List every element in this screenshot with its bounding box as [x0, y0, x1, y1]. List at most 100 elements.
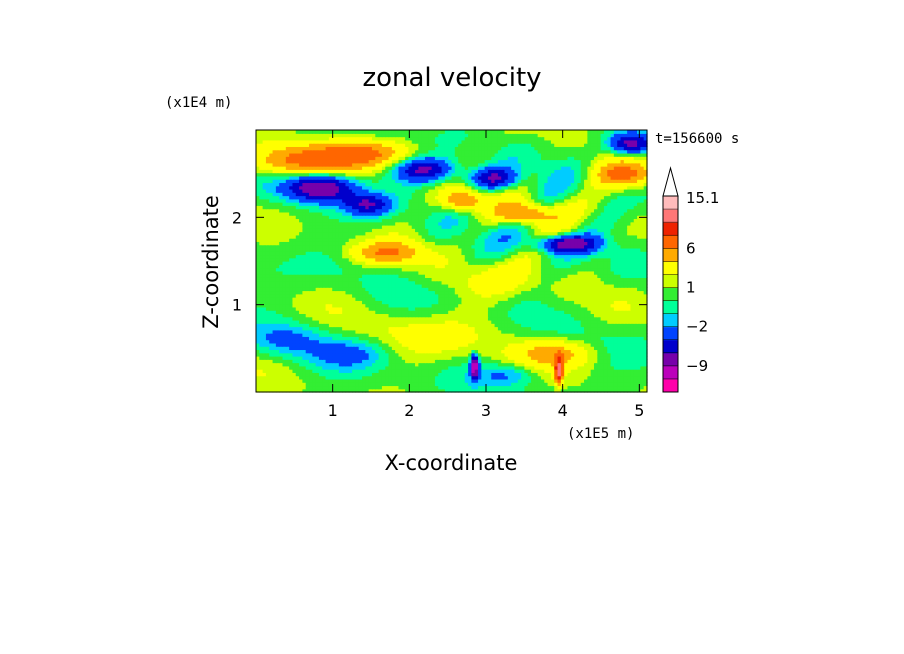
field-cell: [517, 355, 522, 360]
field-cell: [544, 283, 549, 288]
field-cell: [554, 375, 559, 380]
field-cell: [434, 365, 439, 370]
field-cell: [534, 359, 539, 364]
field-cell: [448, 319, 453, 324]
field-cell: [418, 319, 423, 324]
field-cell: [531, 359, 535, 364]
field-cell: [458, 323, 463, 328]
field-cell: [378, 339, 383, 344]
field-cell: [570, 346, 575, 351]
field-cell: [537, 300, 542, 305]
field-cell: [550, 274, 555, 278]
field-cell: [415, 378, 419, 383]
field-cell: [305, 385, 310, 390]
field-cell: [448, 280, 453, 285]
field-cell: [521, 346, 525, 351]
field-cell: [504, 349, 509, 354]
field-cell: [438, 385, 443, 390]
field-cell: [348, 352, 353, 357]
field-cell: [352, 277, 356, 282]
field-cell: [630, 313, 635, 318]
field-cell: [527, 261, 532, 265]
field-cell: [295, 342, 300, 347]
field-cell: [617, 365, 622, 370]
field-cell: [474, 378, 479, 383]
field-cell: [574, 261, 579, 265]
field-cell: [441, 316, 446, 321]
field-cell: [544, 274, 549, 278]
field-cell: [365, 313, 370, 318]
field-cell: [405, 270, 410, 275]
field-cell: [318, 336, 323, 341]
field-cell: [375, 323, 380, 328]
field-cell: [587, 388, 592, 393]
field-cell: [497, 277, 502, 282]
field-cell: [487, 388, 492, 393]
field-cell: [441, 303, 446, 308]
field-cell: [444, 369, 449, 373]
field-cell: [358, 270, 363, 275]
field-cell: [534, 277, 539, 282]
field-cell: [405, 261, 410, 265]
field-cell: [438, 280, 443, 285]
field-cell: [461, 359, 466, 364]
field-cell: [415, 336, 419, 341]
field-cell: [391, 365, 396, 370]
field-cell: [544, 333, 549, 337]
field-cell: [544, 349, 549, 354]
field-cell: [497, 306, 502, 311]
field-cell: [428, 385, 433, 390]
field-cell: [607, 300, 612, 305]
field-cell: [434, 359, 439, 364]
field-cell: [312, 385, 317, 390]
field-cell: [352, 326, 356, 331]
field-cell: [421, 385, 426, 390]
field-cell: [411, 369, 416, 373]
field-cell: [580, 306, 585, 311]
field-cell: [540, 300, 545, 305]
field-cell: [371, 310, 376, 315]
field-cell: [401, 375, 406, 380]
field-cell: [378, 388, 383, 393]
field-cell: [444, 297, 449, 301]
field-cell: [365, 261, 370, 265]
field-cell: [408, 306, 413, 311]
field-cell: [643, 365, 648, 370]
field-cell: [368, 313, 373, 318]
field-cell: [338, 277, 343, 282]
field-cell: [537, 287, 542, 292]
field-cell: [567, 297, 572, 301]
field-cell: [262, 355, 267, 360]
field-cell: [517, 385, 522, 390]
field-cell: [289, 280, 294, 285]
field-cell: [381, 257, 386, 262]
field-cell: [497, 280, 502, 285]
field-cell: [497, 267, 502, 272]
field-cell: [262, 349, 267, 354]
field-cell: [312, 297, 317, 301]
field-cell: [633, 339, 638, 344]
field-cell: [600, 257, 605, 262]
field-cell: [487, 333, 492, 337]
field-cell: [262, 359, 267, 364]
field-cell: [458, 375, 463, 380]
field-cell: [464, 290, 469, 295]
field-cell: [441, 355, 446, 360]
field-cell: [600, 270, 605, 275]
field-cell: [521, 300, 525, 305]
field-cell: [501, 300, 506, 305]
field-cell: [256, 382, 260, 387]
field-cell: [580, 346, 585, 351]
field-cell: [318, 329, 323, 334]
field-cell: [408, 254, 413, 259]
field-cell: [362, 267, 366, 272]
field-cell: [471, 329, 476, 334]
field-cell: [458, 287, 463, 292]
field-cell: [550, 257, 555, 262]
field-cell: [295, 316, 300, 321]
field-cell: [610, 264, 615, 269]
field-cell: [338, 342, 343, 347]
field-cell: [335, 306, 340, 311]
field-cell: [554, 339, 559, 344]
field-cell: [315, 290, 320, 295]
